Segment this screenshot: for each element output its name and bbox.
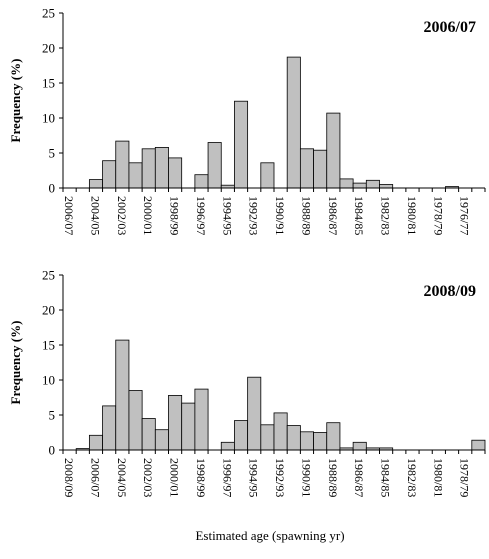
bar-0-24: [379, 184, 394, 189]
x-tick-label: 2004/05: [88, 196, 102, 235]
x-tick-label: 1984/85: [352, 196, 366, 235]
x-tick-label: 1984/85: [379, 458, 393, 497]
bar-0-3: [102, 160, 117, 189]
bar-1-22: [352, 441, 367, 451]
x-tick-label: 1992/93: [247, 196, 261, 235]
bar-0-10: [194, 174, 209, 189]
y-tick-label: 5: [49, 146, 56, 161]
y-tick-label: 15: [42, 338, 55, 353]
x-tick-label: 2006/07: [62, 196, 76, 235]
x-tick-label: 1988/89: [326, 458, 340, 497]
x-tick-label: 1980/81: [431, 458, 445, 497]
x-tick-label: 1978/79: [431, 196, 445, 235]
x-tick-label: 1992/93: [273, 458, 287, 497]
x-tick-label: 1986/87: [352, 458, 366, 497]
x-tick-label: 1986/87: [326, 196, 340, 235]
bar-0-8: [168, 157, 183, 189]
y-tick-label: 5: [49, 408, 56, 423]
x-axis-label: Estimated age (spawning yr): [195, 528, 344, 543]
y-tick-label: 25: [42, 6, 55, 21]
bar-0-6: [141, 148, 156, 189]
y-tick-label: 10: [42, 373, 55, 388]
bar-0-5: [128, 162, 143, 189]
y-tick-label: 0: [49, 443, 56, 458]
x-tick-label: 1994/95: [247, 458, 261, 497]
x-tick-label: 1982/83: [405, 458, 419, 497]
bar-0-20: [326, 112, 341, 189]
bar-1-6: [141, 418, 156, 451]
bar-1-12: [220, 441, 235, 451]
bar-0-2: [88, 179, 103, 189]
x-tick-label: 1990/91: [273, 196, 287, 235]
x-tick-label: 1994/95: [220, 196, 234, 235]
bar-1-15: [260, 424, 275, 451]
bar-1-18: [299, 431, 314, 451]
x-tick-label: 1996/97: [220, 458, 234, 497]
bar-1-9: [181, 402, 196, 451]
bar-1-19: [313, 432, 328, 451]
x-tick-label: 2002/03: [141, 458, 155, 497]
x-tick-label: 1990/91: [299, 458, 313, 497]
panel-title: 2006/07: [424, 19, 476, 36]
bar-1-14: [247, 376, 262, 451]
bar-1-4: [115, 339, 130, 451]
bar-0-4: [115, 140, 130, 189]
bar-1-8: [168, 394, 183, 451]
bar-0-7: [154, 146, 169, 189]
x-tick-label: 1998/99: [194, 458, 208, 497]
y-tick-label: 15: [42, 76, 55, 91]
panel-title: 2008/09: [424, 283, 476, 300]
bar-0-21: [339, 178, 354, 189]
bar-1-13: [234, 420, 249, 451]
x-tick-label: 2000/01: [168, 458, 182, 497]
panel-2008-09: 0 5 10 15 20 25 2008/09 2006/07 2004/05 2002/03 20…: [8, 268, 486, 497]
x-tick-label: 2006/07: [88, 458, 102, 497]
bar-1-17: [286, 425, 301, 451]
y-axis-label: Frequency (%): [8, 321, 23, 405]
x-tick-label: 2000/01: [141, 196, 155, 235]
bar-1-3: [102, 405, 117, 451]
y-tick-label: 20: [42, 41, 55, 56]
x-tick-label: 1988/89: [299, 196, 313, 235]
y-tick-label: 25: [42, 268, 55, 283]
x-tick-label: 1982/83: [379, 196, 393, 235]
bar-0-23: [365, 179, 380, 189]
y-tick-label: 20: [42, 303, 55, 318]
y-axis-label: Frequency (%): [8, 59, 23, 143]
x-tick-label: 1976/77: [458, 196, 472, 235]
y-tick-label: 10: [42, 111, 55, 126]
x-tick-label: 1980/81: [405, 196, 419, 235]
bar-0-19: [313, 149, 328, 189]
bar-0-11: [207, 142, 222, 189]
y-tick-label: 0: [49, 181, 56, 196]
bar-1-16: [273, 412, 288, 451]
panel-2006-07: 0 5 10 15 20 25 2006/07 2004/05 2002/03 2000/01 19…: [8, 6, 486, 235]
x-tick-label: 1996/97: [194, 196, 208, 235]
x-tick-label: 1978/79: [458, 458, 472, 497]
bar-1-20: [326, 422, 341, 451]
bar-0-22: [352, 182, 367, 189]
bar-0-13: [234, 100, 249, 189]
x-tick-label: 1998/99: [168, 196, 182, 235]
bar-0-15: [260, 162, 275, 189]
bar-1-31: [471, 439, 486, 451]
x-tick-label: 2008/09: [62, 458, 76, 497]
bar-1-5: [128, 390, 143, 451]
x-tick-label: 2002/03: [115, 196, 129, 235]
bar-0-17: [286, 56, 301, 189]
bar-1-7: [154, 429, 169, 451]
bar-0-18: [299, 148, 314, 189]
bar-1-10: [194, 388, 209, 451]
bar-1-2: [88, 434, 103, 451]
x-tick-label: 2004/05: [115, 458, 129, 497]
